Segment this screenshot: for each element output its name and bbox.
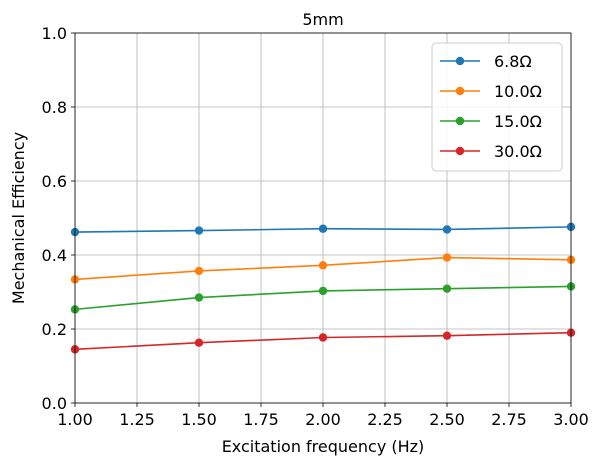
legend-box [431,42,563,172]
data-point [194,293,204,302]
legend-swatch-marker [455,146,465,156]
legend-swatch-marker [455,56,465,66]
legend-label: 6.8Ω [494,52,532,71]
x-tick-label: 1.75 [243,410,279,429]
data-point [442,253,452,262]
data-point [194,338,204,347]
x-tick-label: 1.25 [119,410,155,429]
legend: 6.8Ω 10.0Ω 15.0Ω 30.0Ω [431,42,563,172]
data-point [194,226,204,235]
y-tick-label: 0.8 [42,98,67,117]
x-axis-label: Excitation frequency (Hz) [222,437,425,456]
legend-label: 15.0Ω [494,112,542,131]
legend-item: 15.0Ω [440,112,542,131]
data-point [318,286,328,296]
data-point [442,331,452,340]
data-point [442,225,452,234]
x-tick-label: 1.00 [57,410,93,429]
data-point [194,266,204,276]
y-tick-label: 0.2 [42,320,67,339]
legend-swatch-marker [455,86,465,96]
y-tick-label: 1.0 [42,24,67,43]
series-2 [70,253,576,284]
legend-item: 30.0Ω [440,142,542,161]
y-axis-label: Mechanical Efficiency [9,132,28,304]
data-point [442,284,452,293]
x-tick-label: 2.00 [305,410,341,429]
ticks: 1.00 1.25 1.50 1.75 2.00 2.25 2.50 2.75 3.00 0.0 0… [42,24,589,429]
legend-item: 6.8Ω [440,52,532,71]
data-point [318,261,328,270]
legend-label: 30.0Ω [494,142,542,161]
chart-title: 5mm [302,10,343,29]
series-3 [70,282,576,314]
data-point [318,224,328,233]
x-tick-label: 3.00 [553,410,589,429]
legend-item: 10.0Ω [440,82,542,101]
x-tick-label: 2.25 [367,410,403,429]
data-point [318,333,328,342]
series-4 [70,328,576,354]
x-tick-label: 2.75 [491,410,527,429]
legend-label: 10.0Ω [494,82,542,101]
y-tick-label: 0.0 [42,394,67,413]
legend-swatch-marker [455,116,465,126]
y-tick-label: 0.4 [42,246,67,265]
x-tick-label: 2.50 [429,410,465,429]
y-tick-label: 0.6 [42,172,67,191]
x-tick-label: 1.50 [181,410,217,429]
